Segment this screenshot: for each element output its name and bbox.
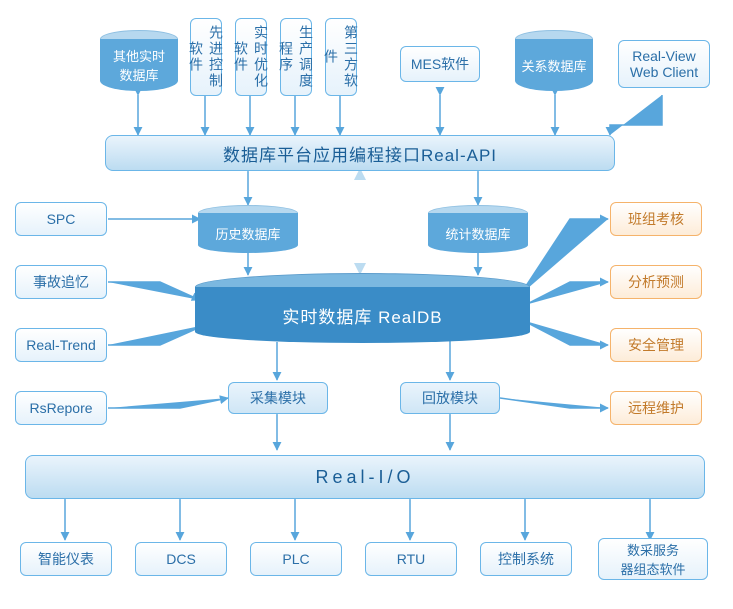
box-control-sys: 控制系统 <box>480 542 572 576</box>
box-mes: MES软件 <box>400 46 480 82</box>
box-rt-opt: 实时优化软件 <box>235 18 267 96</box>
box-incident: 事故追忆 <box>15 265 107 299</box>
box-team-assess: 班组考核 <box>610 202 702 236</box>
box-3rd-party: 第三方软件 <box>325 18 357 96</box>
box-plc: PLC <box>250 542 342 576</box>
box-daq-config: 数采服务 器组态软件 <box>598 538 708 580</box>
box-remote: 远程维护 <box>610 391 702 425</box>
box-play: 回放模块 <box>400 382 500 414</box>
cyl-history-db: 历史数据库 <box>198 205 298 253</box>
cyl-other-rtdb: 其他实时 数据库 <box>100 30 178 92</box>
box-rtu: RTU <box>365 542 457 576</box>
label: 统计数据库 <box>445 224 510 243</box>
box-prod-sched: 生产调度程序 <box>280 18 312 96</box>
label: 其他实时 数据库 <box>113 46 165 84</box>
box-dcs: DCS <box>135 542 227 576</box>
box-spc: SPC <box>15 202 107 236</box>
box-real-trend: Real-Trend <box>15 328 107 362</box>
label: 关系数据库 <box>521 56 586 75</box>
box-webclient: Real-View Web Client <box>618 40 710 88</box>
cyl-relational-db: 关系数据库 <box>515 30 593 92</box>
box-analysis: 分析预测 <box>610 265 702 299</box>
cyl-realdb: 实时数据库 RealDB <box>195 273 530 343</box>
bar-real-io: Real-I/O <box>25 455 705 499</box>
box-rsreport: RsRepore <box>15 391 107 425</box>
box-collect: 采集模块 <box>228 382 328 414</box>
cyl-stat-db: 统计数据库 <box>428 205 528 253</box>
box-adv-control: 先进控制软件 <box>190 18 222 96</box>
box-safety: 安全管理 <box>610 328 702 362</box>
box-smart-instrument: 智能仪表 <box>20 542 112 576</box>
label: 历史数据库 <box>215 224 280 243</box>
label: 实时数据库 RealDB <box>282 303 442 328</box>
bar-real-api: 数据库平台应用编程接口Real-API <box>105 135 615 171</box>
